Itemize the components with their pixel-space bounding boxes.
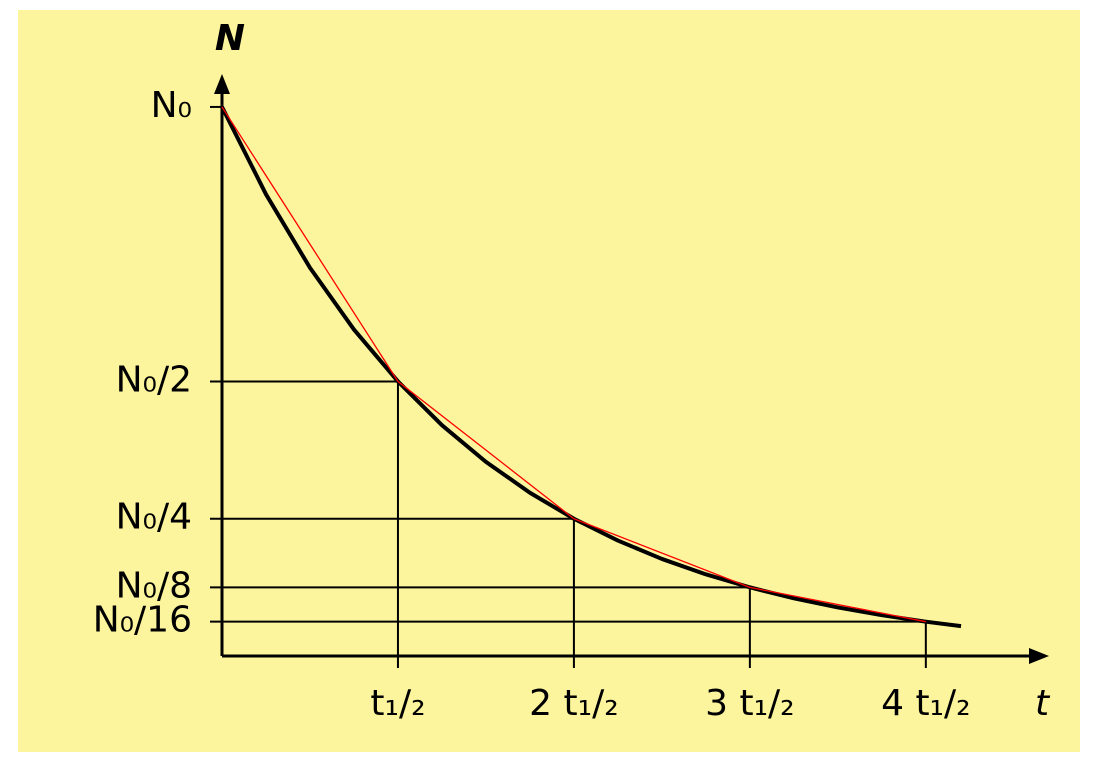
x-tick-label: 4 t₁/₂	[881, 683, 970, 724]
background	[18, 10, 1080, 752]
y-axis-label: N	[215, 18, 245, 59]
curve	[221, 106, 926, 623]
y-tick-label: N₀	[151, 85, 192, 126]
x-tick-label: 2 t₁/₂	[529, 683, 618, 724]
y-tick-label: N₀/4	[116, 497, 192, 538]
y-axis-arrow	[214, 74, 230, 94]
y-tick-label: N₀/16	[93, 600, 192, 641]
x-axis-label: t	[1035, 683, 1051, 724]
curve	[220, 106, 962, 629]
x-tick-label: t₁/₂	[370, 683, 425, 724]
x-tick-label: 3 t₁/₂	[705, 683, 794, 724]
x-axis-arrow	[1029, 648, 1049, 664]
y-tick-label: N₀/2	[116, 359, 192, 400]
y-tick-label: N₀/8	[116, 565, 192, 606]
